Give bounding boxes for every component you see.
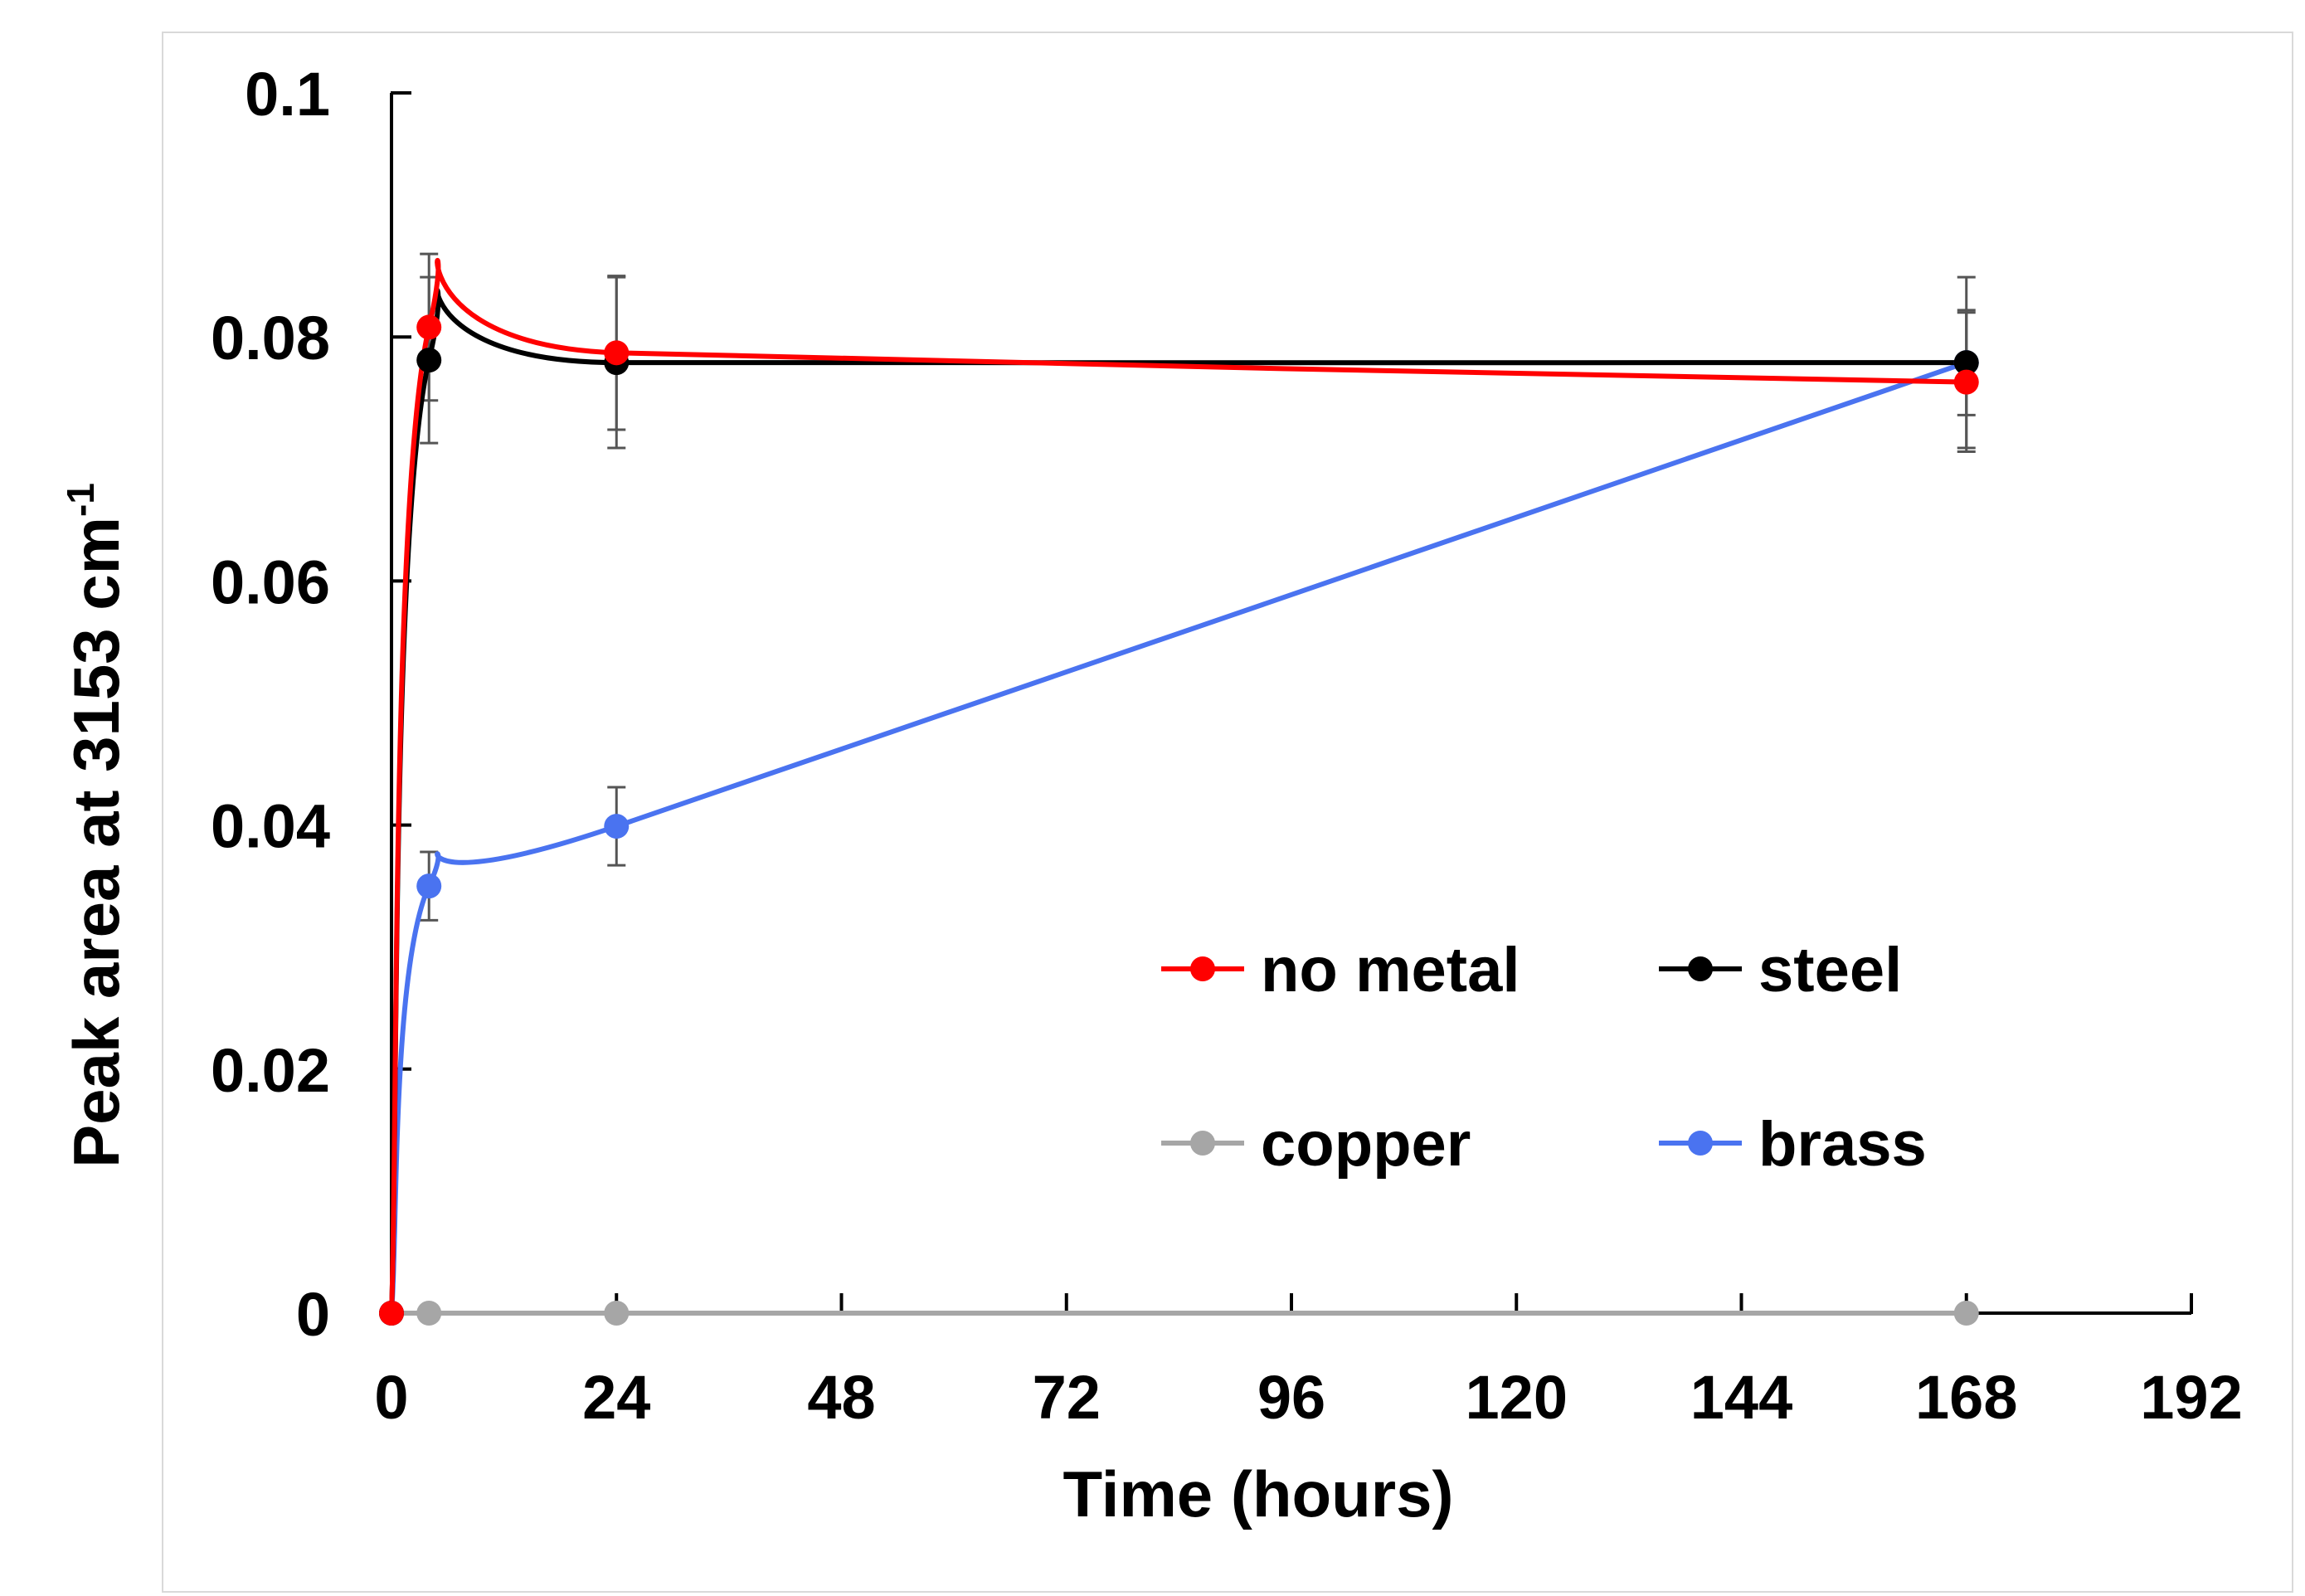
x-tick-label: 72: [1033, 1363, 1101, 1432]
marker-steel: [416, 348, 442, 373]
marker-copper: [416, 1301, 442, 1326]
marker-brass: [416, 873, 442, 899]
x-tick-label: 192: [2140, 1363, 2242, 1432]
legend-marker-steel: [1688, 956, 1713, 981]
marker-no-metal: [379, 1301, 404, 1326]
marker-copper: [1953, 1301, 1979, 1326]
marker-brass: [604, 814, 630, 839]
series-line-brass: [389, 360, 1969, 1316]
x-tick-label: 120: [1466, 1363, 1568, 1432]
legend-marker-no-metal: [1190, 956, 1215, 981]
y-tick-label: 0.04: [211, 792, 330, 861]
x-tick-label: 144: [1690, 1363, 1792, 1432]
legend-label-steel: steel: [1758, 935, 1902, 1005]
y-axis-label-superscript: -1: [59, 483, 102, 517]
marker-no-metal: [604, 340, 630, 366]
marker-steel: [1953, 350, 1979, 376]
y-axis-label-main: Peak area at 3153 cm: [60, 517, 133, 1168]
marker-copper: [604, 1301, 630, 1326]
marker-no-metal: [416, 314, 442, 340]
series-markers: [379, 314, 1979, 1326]
y-tick-label: 0.08: [211, 304, 330, 372]
chart-frame: [162, 32, 2293, 1593]
marker-no-metal: [1953, 369, 1979, 395]
series-lines: [389, 257, 1969, 1316]
y-tick-label: 0.1: [245, 60, 330, 129]
x-tick-label: 96: [1257, 1363, 1325, 1432]
y-tick-label: 0.06: [211, 547, 330, 616]
legend-marker-brass: [1688, 1131, 1713, 1156]
tick-labels: 0 0.02 0.04 0.06 0.08 0.1 0 24 48 72 96 120 144 168 19…: [211, 60, 2243, 1432]
y-tick-label: 0.02: [211, 1036, 330, 1105]
x-tick-label: 0: [374, 1363, 408, 1432]
x-tick-label: 168: [1915, 1363, 2017, 1432]
x-axis-label: Time (hours): [1063, 1457, 1454, 1530]
legend: no metal steel copper brass: [1161, 935, 1927, 1180]
series-line-no-metal: [389, 257, 1969, 1316]
legend-marker-copper: [1190, 1131, 1215, 1156]
legend-label-brass: brass: [1758, 1109, 1927, 1180]
x-tick-label: 24: [582, 1363, 650, 1432]
y-axis-label: Peak area at 3153 cm-1: [59, 483, 133, 1168]
legend-label-no-metal: no metal: [1261, 935, 1520, 1005]
legend-label-copper: copper: [1261, 1109, 1471, 1180]
y-tick-label: 0: [296, 1280, 330, 1349]
x-tick-label: 48: [807, 1363, 875, 1432]
